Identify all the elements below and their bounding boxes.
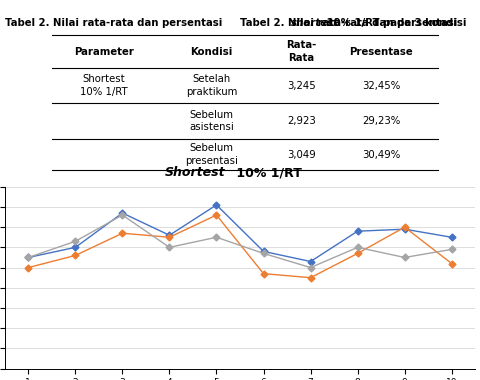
Text: 29,23%: 29,23% — [362, 116, 400, 126]
setelah praktikum — [355, 229, 360, 233]
Text: 32,45%: 32,45% — [362, 81, 400, 91]
sebelum asistensi — [25, 265, 31, 270]
setelah praktikum — [449, 235, 455, 239]
sebelum asistensi — [261, 271, 266, 276]
Line: sebelum asistensi: sebelum asistensi — [26, 212, 454, 280]
setelah praktikum — [402, 227, 408, 231]
setelah praktikum — [214, 203, 219, 207]
sebelum asistensi — [167, 235, 172, 239]
sebelum presentasi — [25, 255, 31, 260]
sebelum presentasi — [120, 213, 125, 217]
sebelum presentasi — [402, 255, 408, 260]
Line: sebelum presentasi: sebelum presentasi — [26, 212, 454, 270]
sebelum presentasi — [308, 265, 313, 270]
sebelum asistensi — [308, 276, 313, 280]
Text: Parameter: Parameter — [73, 47, 133, 57]
Text: Sebelum
asistensi: Sebelum asistensi — [190, 110, 234, 133]
Text: 10% 1/RT: 10% 1/RT — [232, 166, 302, 179]
sebelum asistensi — [214, 213, 219, 217]
Text: 3,245: 3,245 — [287, 81, 315, 91]
setelah praktikum — [120, 211, 125, 215]
setelah praktikum — [167, 233, 172, 238]
sebelum asistensi — [72, 253, 78, 258]
setelah praktikum — [261, 249, 266, 254]
Text: shortest: shortest — [291, 18, 339, 28]
sebelum presentasi — [261, 251, 266, 256]
Text: Shortest
10% 1/RT: Shortest 10% 1/RT — [80, 74, 127, 97]
Text: Sebelum
presentasi: Sebelum presentasi — [185, 143, 238, 166]
sebelum asistensi — [402, 225, 408, 230]
sebelum presentasi — [214, 235, 219, 239]
Text: 30,49%: 30,49% — [362, 150, 400, 160]
sebelum asistensi — [355, 251, 360, 256]
Line: setelah praktikum: setelah praktikum — [26, 203, 454, 264]
setelah praktikum — [25, 255, 31, 260]
Text: Shortest: Shortest — [165, 166, 226, 179]
Text: Tabel 2. Nilai rata-rata dan persentasi: Tabel 2. Nilai rata-rata dan persentasi — [5, 18, 226, 28]
Text: Presentase: Presentase — [349, 47, 413, 57]
Text: Setelah
praktikum: Setelah praktikum — [186, 74, 238, 97]
sebelum presentasi — [355, 245, 360, 250]
Text: Tabel 2. Nilai rata-rata dan persentasi: Tabel 2. Nilai rata-rata dan persentasi — [240, 18, 461, 28]
Text: 2,923: 2,923 — [287, 116, 315, 126]
Text: 10% 1/RT pada 3 kondisi: 10% 1/RT pada 3 kondisi — [323, 18, 466, 28]
sebelum asistensi — [449, 261, 455, 266]
sebelum presentasi — [72, 239, 78, 244]
Text: 3,049: 3,049 — [287, 150, 315, 160]
setelah praktikum — [72, 245, 78, 250]
Text: Rata-
Rata: Rata- Rata — [286, 40, 316, 63]
setelah praktikum — [308, 259, 313, 264]
Text: Kondisi: Kondisi — [191, 47, 233, 57]
sebelum presentasi — [167, 245, 172, 250]
sebelum asistensi — [120, 231, 125, 236]
sebelum presentasi — [449, 247, 455, 252]
